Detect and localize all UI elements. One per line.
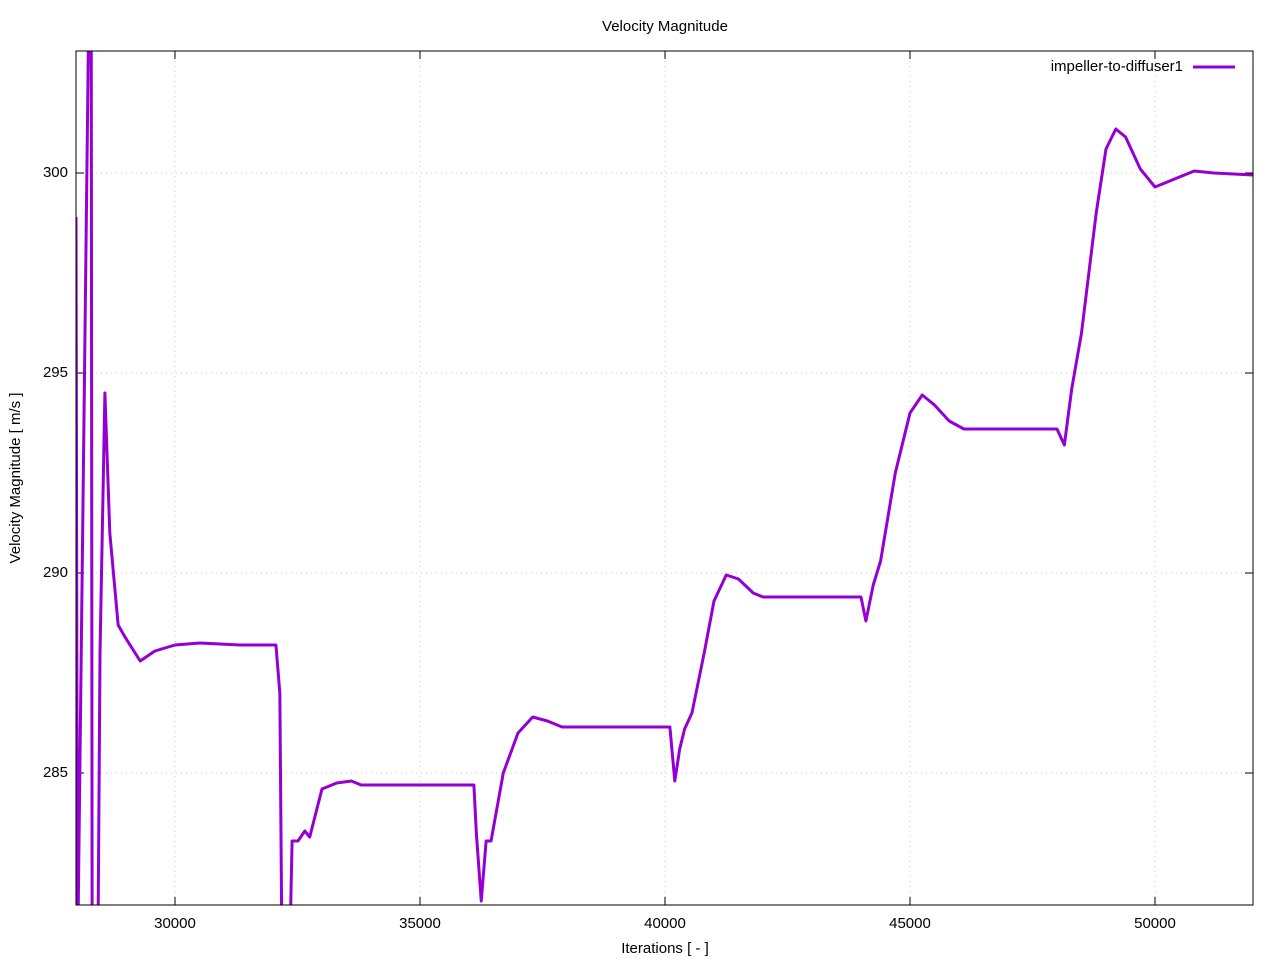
plot-border: [75, 50, 1254, 906]
x-tick-label: 45000: [889, 915, 931, 932]
y-axis-label: Velocity Magnitude [ m/s ]: [7, 393, 24, 564]
x-tick-label: 50000: [1134, 915, 1176, 932]
x-axis-label: Iterations [ - ]: [621, 940, 709, 957]
y-tick-label: 300: [43, 164, 68, 181]
y-tick-label: 285: [43, 764, 68, 781]
y-tick-label: 295: [43, 364, 68, 381]
legend-label: impeller-to-diffuser1: [1051, 58, 1183, 75]
x-tick-label: 35000: [399, 915, 441, 932]
data-line: [76, 51, 1253, 905]
chart-title: Velocity Magnitude: [602, 18, 728, 35]
x-tick-label: 40000: [644, 915, 686, 932]
x-tick-label: 30000: [154, 915, 196, 932]
plot-area: [76, 51, 1253, 905]
grid: 285 290 295 300 30000 35000 40000 45000 50000: [43, 51, 1253, 932]
legend: impeller-to-diffuser1: [1051, 58, 1235, 75]
y-tick-label: 290: [43, 564, 68, 581]
